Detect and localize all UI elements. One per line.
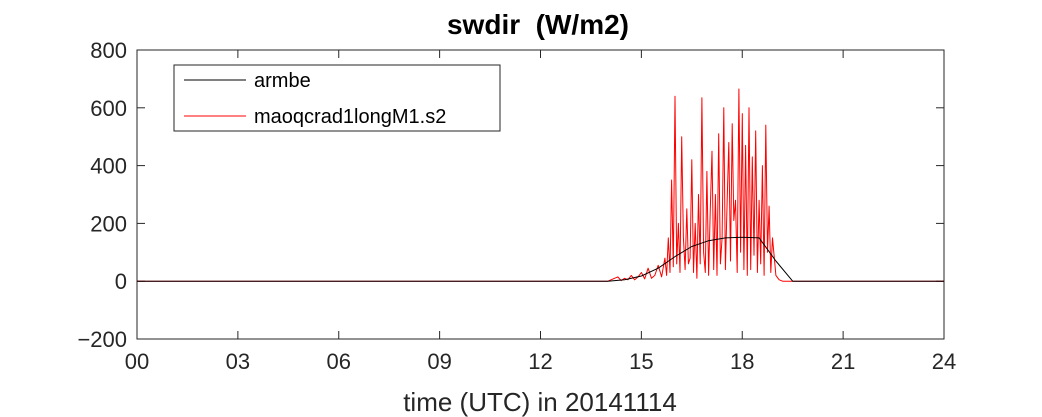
series-group <box>137 88 944 282</box>
x-axis: 00 03 06 09 12 15 18 21 24 <box>125 50 956 374</box>
legend-label-armbe: armbe <box>254 70 311 92</box>
y-axis: −200 0 200 400 600 800 <box>77 38 944 352</box>
y-tick-label: 800 <box>90 38 127 63</box>
legend: armbe maoqcrad1longM1.s2 <box>173 64 501 132</box>
x-tick-label: 18 <box>730 349 754 374</box>
y-tick-label: 0 <box>115 269 127 294</box>
y-tick-label: 400 <box>90 154 127 179</box>
x-tick-label: 09 <box>427 349 451 374</box>
legend-label-maoqcrad1longM1: maoqcrad1longM1.s2 <box>254 106 446 128</box>
x-tick-label: 12 <box>528 349 552 374</box>
y-tick-label: −200 <box>77 327 127 352</box>
y-tick-label: 600 <box>90 96 127 121</box>
x-tick-label: 00 <box>125 349 149 374</box>
x-tick-label: 24 <box>932 349 956 374</box>
x-tick-label: 03 <box>226 349 250 374</box>
x-tick-label: 21 <box>831 349 855 374</box>
chart-title: swdir (W/m2) <box>447 9 629 40</box>
x-tick-label: 15 <box>629 349 653 374</box>
x-tick-label: 06 <box>327 349 351 374</box>
y-tick-label: 200 <box>90 211 127 236</box>
series-line-armbe <box>137 236 944 282</box>
x-axis-label: time (UTC) in 20141114 <box>403 387 677 417</box>
legend-box <box>173 64 501 132</box>
